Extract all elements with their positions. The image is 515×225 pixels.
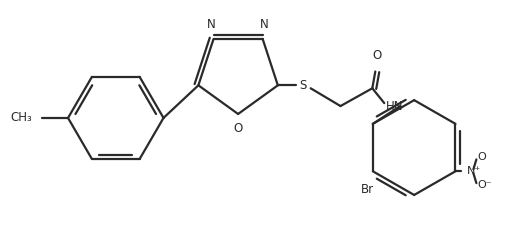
Text: N⁺: N⁺ xyxy=(467,166,480,176)
Text: Br: Br xyxy=(361,183,374,196)
Text: O⁻: O⁻ xyxy=(477,180,492,190)
Text: CH₃: CH₃ xyxy=(10,111,32,124)
Text: N: N xyxy=(260,18,269,31)
Text: HN: HN xyxy=(386,99,404,112)
Text: N: N xyxy=(207,18,216,31)
Text: S: S xyxy=(299,79,306,92)
Text: O: O xyxy=(233,122,243,135)
Text: O: O xyxy=(373,49,382,62)
Text: O: O xyxy=(477,153,486,162)
